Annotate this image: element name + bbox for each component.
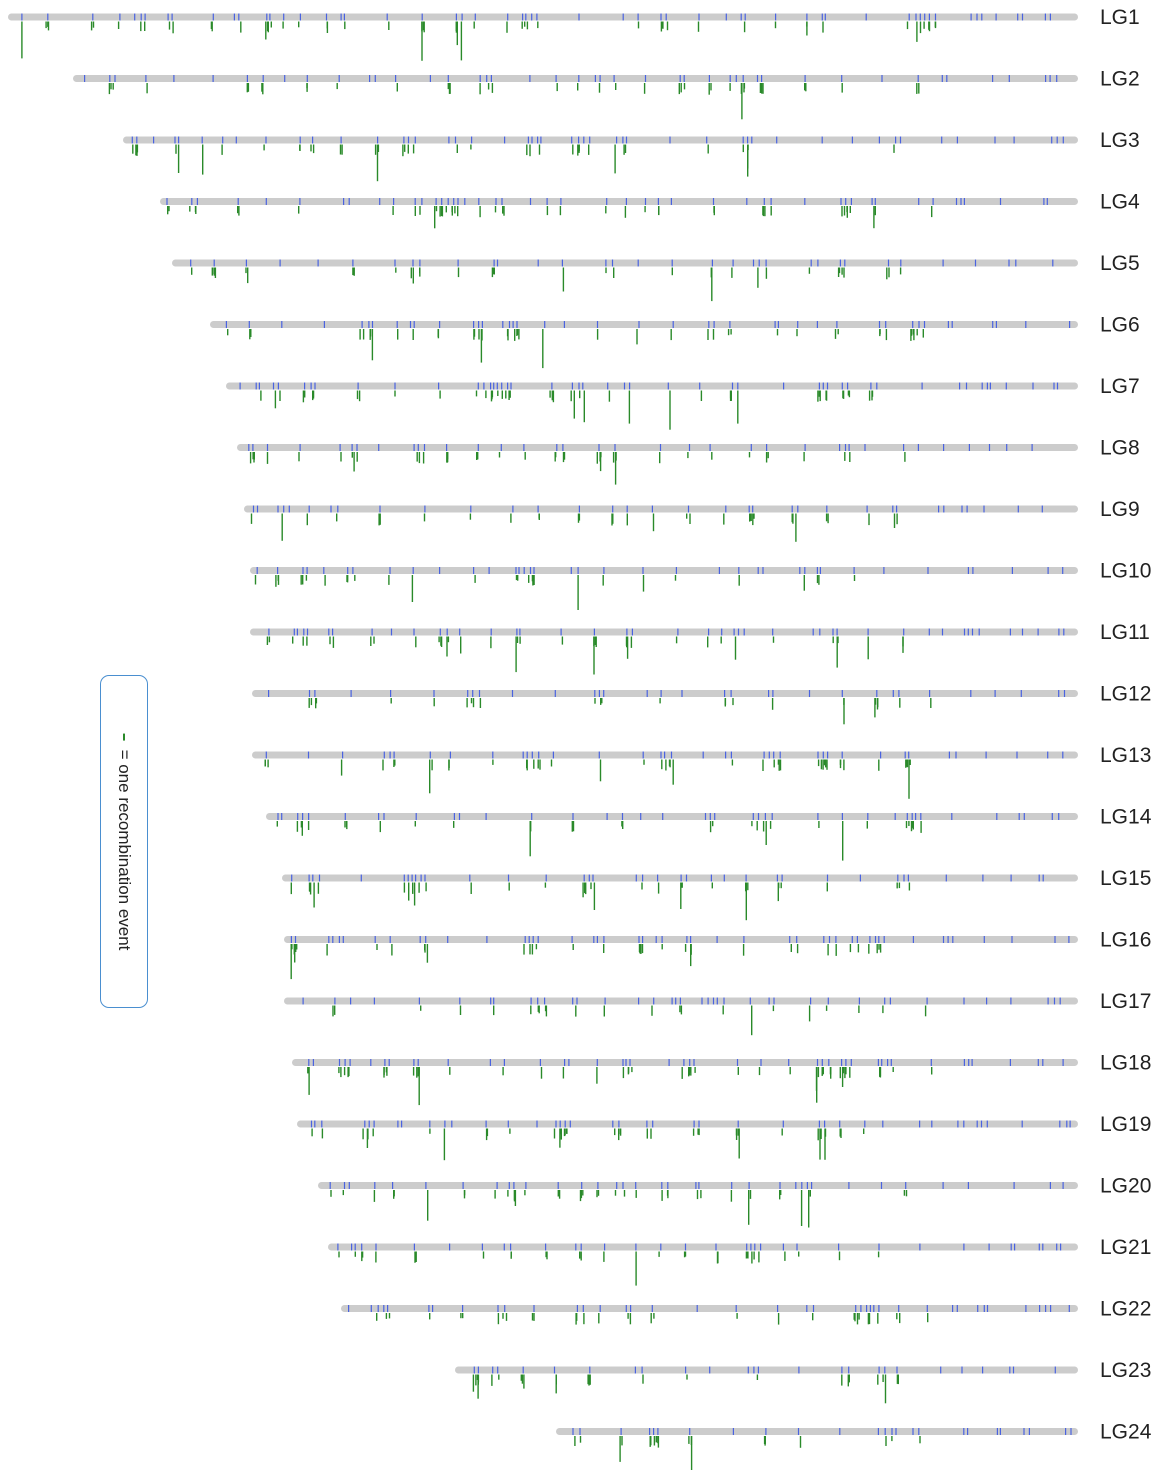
linkage-group-lg8: LG8 bbox=[237, 437, 1140, 485]
linkage-group-label: LG16 bbox=[1100, 929, 1151, 952]
linkage-group-lg16: LG16 bbox=[284, 929, 1151, 980]
chromosome-bar bbox=[123, 136, 1078, 144]
linkage-group-lg5: LG5 bbox=[172, 252, 1140, 302]
chromosome-bar bbox=[237, 444, 1078, 451]
linkage-group-lg21: LG21 bbox=[328, 1236, 1151, 1286]
linkage-group-label: LG9 bbox=[1100, 498, 1140, 521]
linkage-group-label: LG7 bbox=[1100, 375, 1140, 398]
chromosome-bar bbox=[297, 1120, 1078, 1128]
linkage-group-label: LG17 bbox=[1100, 990, 1151, 1013]
linkage-group-label: LG5 bbox=[1100, 252, 1140, 275]
linkage-group-label: LG19 bbox=[1100, 1113, 1151, 1136]
linkage-group-lg9: LG9 bbox=[244, 498, 1140, 542]
linkage-group-label: LG21 bbox=[1100, 1236, 1151, 1259]
linkage-group-lg6: LG6 bbox=[210, 314, 1140, 369]
linkage-group-label: LG18 bbox=[1100, 1052, 1151, 1075]
linkage-group-label: LG1 bbox=[1100, 6, 1140, 29]
recombination-legend-icon bbox=[123, 733, 125, 741]
linkage-group-lg3: LG3 bbox=[123, 129, 1140, 182]
legend-box: = one recombination event bbox=[100, 675, 148, 1008]
chromosome-bar bbox=[210, 321, 1078, 328]
chromosome-bar bbox=[266, 813, 1078, 820]
linkage-group-lg19: LG19 bbox=[297, 1113, 1151, 1161]
chromosome-bar bbox=[250, 628, 1078, 636]
linkage-group-label: LG3 bbox=[1100, 129, 1140, 152]
linkage-group-label: LG24 bbox=[1100, 1421, 1152, 1444]
linkage-group-label: LG22 bbox=[1100, 1298, 1151, 1321]
chromosome-bar bbox=[318, 1182, 1078, 1189]
linkage-group-lg2: LG2 bbox=[73, 68, 1140, 120]
linkage-group-label: LG23 bbox=[1100, 1359, 1151, 1382]
linkage-group-lg13: LG13 bbox=[252, 744, 1151, 799]
linkage-group-lg17: LG17 bbox=[284, 990, 1151, 1036]
chromosome-bar bbox=[244, 505, 1078, 513]
linkage-group-lg4: LG4 bbox=[160, 191, 1140, 229]
chromosome-bar bbox=[284, 936, 1078, 943]
linkage-group-lg24: LG24 bbox=[556, 1421, 1152, 1470]
linkage-group-label: LG14 bbox=[1100, 806, 1152, 829]
legend-text: = one recombination event bbox=[115, 749, 134, 950]
linkage-group-lg10: LG10 bbox=[250, 560, 1151, 610]
linkage-group-lg20: LG20 bbox=[318, 1175, 1151, 1228]
chromosome-bar bbox=[172, 259, 1078, 267]
linkage-group-label: LG10 bbox=[1100, 560, 1151, 583]
chromosome-bar bbox=[160, 198, 1078, 205]
linkage-group-label: LG4 bbox=[1100, 191, 1140, 214]
chromosome-bar bbox=[556, 1428, 1078, 1435]
chromosome-bar bbox=[341, 1305, 1078, 1312]
linkage-group-label: LG11 bbox=[1100, 621, 1150, 644]
chromosome-bar bbox=[252, 690, 1078, 697]
chromosome-bar bbox=[292, 1059, 1078, 1066]
chromosome-bar bbox=[250, 567, 1078, 574]
linkage-group-label: LG12 bbox=[1100, 683, 1151, 706]
linkage-group-label: LG13 bbox=[1100, 744, 1151, 767]
linkage-group-lg12: LG12 bbox=[252, 683, 1151, 725]
chromosome-bar bbox=[455, 1366, 1078, 1374]
chromosome-bar bbox=[226, 382, 1078, 390]
chromosome-bar bbox=[328, 1243, 1078, 1251]
linkage-group-lg1: LG1 bbox=[8, 6, 1140, 61]
linkage-group-lg23: LG23 bbox=[455, 1359, 1151, 1404]
linkage-group-lg22: LG22 bbox=[341, 1298, 1151, 1325]
linkage-group-lg11: LG11 bbox=[250, 621, 1150, 675]
legend: = one recombination event bbox=[114, 733, 134, 950]
linkage-group-label: LG8 bbox=[1100, 437, 1140, 460]
linkage-group-label: LG6 bbox=[1100, 314, 1140, 337]
linkage-group-lg7: LG7 bbox=[226, 375, 1140, 430]
linkage-group-lg14: LG14 bbox=[266, 806, 1152, 861]
chromosome-bar bbox=[73, 75, 1078, 82]
chromosome-bar bbox=[282, 874, 1078, 882]
linkage-group-label: LG2 bbox=[1100, 68, 1140, 91]
linkage-group-lg18: LG18 bbox=[292, 1052, 1151, 1106]
linkage-group-lg15: LG15 bbox=[282, 867, 1151, 921]
linkage-group-label: LG20 bbox=[1100, 1175, 1151, 1198]
chromosome-bar bbox=[8, 13, 1078, 21]
linkage-group-label: LG15 bbox=[1100, 867, 1151, 890]
